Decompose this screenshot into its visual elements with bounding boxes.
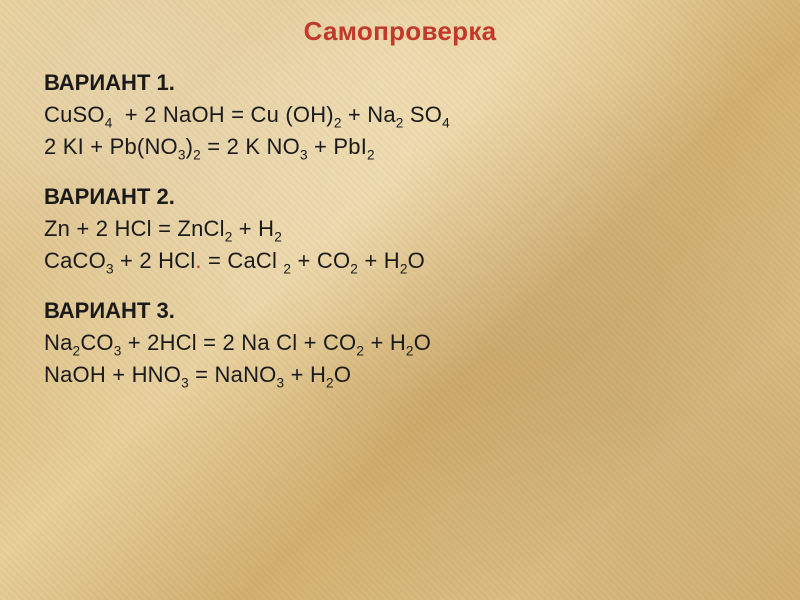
equation-text: O xyxy=(414,330,431,355)
equation-text: + CO xyxy=(291,248,350,273)
equation-text: Na xyxy=(44,330,73,355)
variants-container: ВАРИАНТ 1.CuSO4 + 2 NaOH = Cu (OH)2 + Na… xyxy=(44,72,756,386)
equation-text: + 2HCl = 2 Na Cl + CO xyxy=(122,330,357,355)
equation-text: + Na xyxy=(342,102,396,127)
subscript: 2 xyxy=(326,375,334,390)
equation-text: + 2 NaOH = Cu (OH) xyxy=(119,102,334,127)
equation-text: = CaCl xyxy=(208,248,283,273)
subscript: 3 xyxy=(114,343,122,358)
equation-line: CaCO3 + 2 HCl. = CaCl 2 + CO2 + H2O xyxy=(44,250,756,272)
equation-text: + 2 HCl xyxy=(114,248,196,273)
equation-text: + H xyxy=(232,216,274,241)
subscript: 2 xyxy=(356,343,364,358)
equation-text: 2 KI + Pb(NO xyxy=(44,134,178,159)
variant-label: ВАРИАНТ 1. xyxy=(44,72,756,94)
equation-text: . xyxy=(195,248,208,273)
equation-text: = NaNO xyxy=(189,362,277,387)
equation-text: O xyxy=(408,248,425,273)
slide-content: Самопроверка ВАРИАНТ 1.CuSO4 + 2 NaOH = … xyxy=(0,0,800,386)
subscript: 2 xyxy=(396,115,404,130)
equation-text: O xyxy=(334,362,351,387)
subscript: 3 xyxy=(181,375,189,390)
equation-line: Zn + 2 HCl = ZnCl2 + H2 xyxy=(44,218,756,240)
subscript: 4 xyxy=(442,115,450,130)
subscript: 2 xyxy=(400,261,408,276)
equation-text: + H xyxy=(284,362,326,387)
subscript: 2 xyxy=(406,343,414,358)
equation-text: SO xyxy=(404,102,443,127)
equation-text: CuSO xyxy=(44,102,105,127)
subscript: 3 xyxy=(106,261,114,276)
variant-label: ВАРИАНТ 2. xyxy=(44,186,756,208)
subscript: 3 xyxy=(178,147,186,162)
subscript: 2 xyxy=(350,261,358,276)
equation-line: CuSO4 + 2 NaOH = Cu (OH)2 + Na2 SO4 xyxy=(44,104,756,126)
equation-text: + H xyxy=(358,248,400,273)
subscript: 4 xyxy=(105,115,113,130)
equation-text: Zn + 2 HCl = ZnCl xyxy=(44,216,225,241)
subscript: 3 xyxy=(300,147,308,162)
equation-text: NaOH + HNO xyxy=(44,362,181,387)
slide-title: Самопроверка xyxy=(44,18,756,44)
equation-line: Na2CO3 + 2HCl = 2 Na Cl + CO2 + H2O xyxy=(44,332,756,354)
equation-text: + PbI xyxy=(308,134,367,159)
subscript: 2 xyxy=(367,147,375,162)
equation-text: CO xyxy=(80,330,113,355)
subscript: 2 xyxy=(193,147,201,162)
equation-line: NaOH + HNO3 = NaNO3 + H2O xyxy=(44,364,756,386)
subscript: 2 xyxy=(334,115,342,130)
subscript: 2 xyxy=(274,229,282,244)
equation-line: 2 KI + Pb(NO3)2 = 2 K NO3 + PbI2 xyxy=(44,136,756,158)
equation-text: + H xyxy=(364,330,406,355)
equation-text: = 2 K NO xyxy=(201,134,300,159)
variant-label: ВАРИАНТ 3. xyxy=(44,300,756,322)
equation-text: CaCO xyxy=(44,248,106,273)
